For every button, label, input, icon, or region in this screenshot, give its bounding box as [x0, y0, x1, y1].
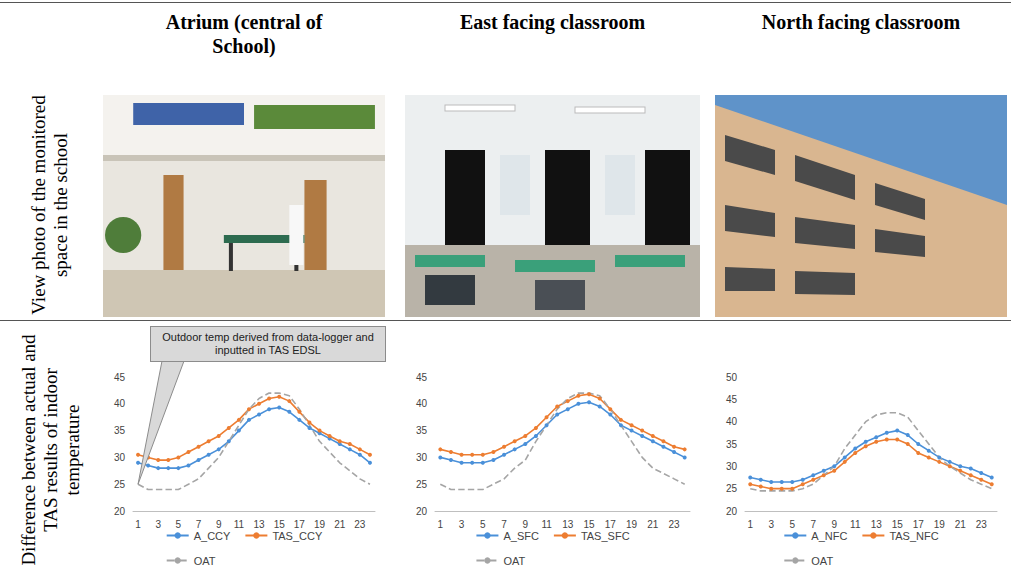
svg-text:3: 3: [459, 519, 465, 530]
svg-text:40: 40: [416, 398, 428, 409]
html-text:Difference between actual and: Difference between actual and TAS result…: [17, 333, 82, 566]
svg-text:23: 23: [354, 519, 366, 530]
html-text:Outdoor temp derived from data: Outdoor temp derived from data-logger an…: [162, 331, 374, 356]
svg-text:9: 9: [831, 519, 837, 530]
svg-text:13: 13: [562, 519, 574, 530]
svg-text:5: 5: [789, 519, 795, 530]
svg-text:17: 17: [913, 519, 925, 530]
svg-text:23: 23: [976, 519, 988, 530]
svg-text:40: 40: [726, 416, 738, 427]
svg-text:5: 5: [176, 519, 182, 530]
svg-text:25: 25: [114, 479, 126, 490]
svg-text:40: 40: [114, 398, 126, 409]
svg-text:21: 21: [647, 519, 659, 530]
svg-text:7: 7: [810, 519, 816, 530]
svg-text:5: 5: [480, 519, 486, 530]
svg-text:25: 25: [416, 479, 428, 490]
svg-text:45: 45: [114, 372, 126, 383]
svg-text:20: 20: [416, 506, 428, 517]
svg-text:11: 11: [850, 519, 861, 530]
svg-text:TAS_NFC: TAS_NFC: [889, 530, 938, 542]
svg-text:11: 11: [234, 519, 245, 530]
svg-text:20: 20: [726, 506, 738, 517]
html-text:View photo of the monitored sp: View photo of the monitored space in the…: [28, 95, 71, 315]
svg-text:19: 19: [934, 519, 946, 530]
svg-text:13: 13: [253, 519, 265, 530]
svg-text:7: 7: [501, 519, 507, 530]
svg-text:45: 45: [726, 394, 738, 405]
svg-text:OAT: OAT: [811, 555, 833, 567]
svg-text:7: 7: [196, 519, 202, 530]
svg-text:15: 15: [274, 519, 286, 530]
svg-text:A_SFC: A_SFC: [503, 530, 539, 542]
svg-text:9: 9: [523, 519, 529, 530]
svg-text:30: 30: [114, 452, 126, 463]
svg-text:15: 15: [584, 519, 596, 530]
svg-text:19: 19: [626, 519, 638, 530]
svg-text:50: 50: [726, 372, 738, 383]
svg-text:1: 1: [747, 519, 753, 530]
svg-text:1: 1: [135, 519, 141, 530]
svg-text:21: 21: [334, 519, 346, 530]
svg-text:19: 19: [314, 519, 326, 530]
svg-text:21: 21: [955, 519, 967, 530]
svg-text:17: 17: [294, 519, 306, 530]
svg-text:3: 3: [155, 519, 161, 530]
svg-text:35: 35: [114, 425, 126, 436]
svg-text:30: 30: [416, 452, 428, 463]
svg-text:25: 25: [726, 483, 738, 494]
svg-text:TAS_SFC: TAS_SFC: [581, 530, 630, 542]
svg-text:30: 30: [726, 461, 738, 472]
svg-text:20: 20: [114, 506, 126, 517]
svg-text:35: 35: [726, 439, 738, 450]
svg-text:OAT: OAT: [194, 555, 216, 567]
html-text:Atrium (central of School): Atrium (central of School): [165, 11, 323, 57]
svg-text:15: 15: [892, 519, 904, 530]
svg-text:9: 9: [216, 519, 222, 530]
svg-text:23: 23: [669, 519, 681, 530]
svg-text:11: 11: [541, 519, 552, 530]
html-text:East facing classroom: East facing classroom: [459, 11, 646, 33]
svg-text:3: 3: [768, 519, 774, 530]
svg-text:TAS_CCY: TAS_CCY: [272, 530, 323, 542]
svg-text:35: 35: [416, 425, 428, 436]
svg-text:OAT: OAT: [503, 555, 525, 567]
svg-text:A_CCY: A_CCY: [194, 530, 231, 542]
html-text:North facing classroom: North facing classroom: [761, 11, 961, 33]
svg-text:45: 45: [416, 372, 428, 383]
svg-text:13: 13: [871, 519, 883, 530]
svg-text:A_NFC: A_NFC: [811, 530, 847, 542]
svg-text:1: 1: [438, 519, 444, 530]
svg-text:17: 17: [605, 519, 617, 530]
